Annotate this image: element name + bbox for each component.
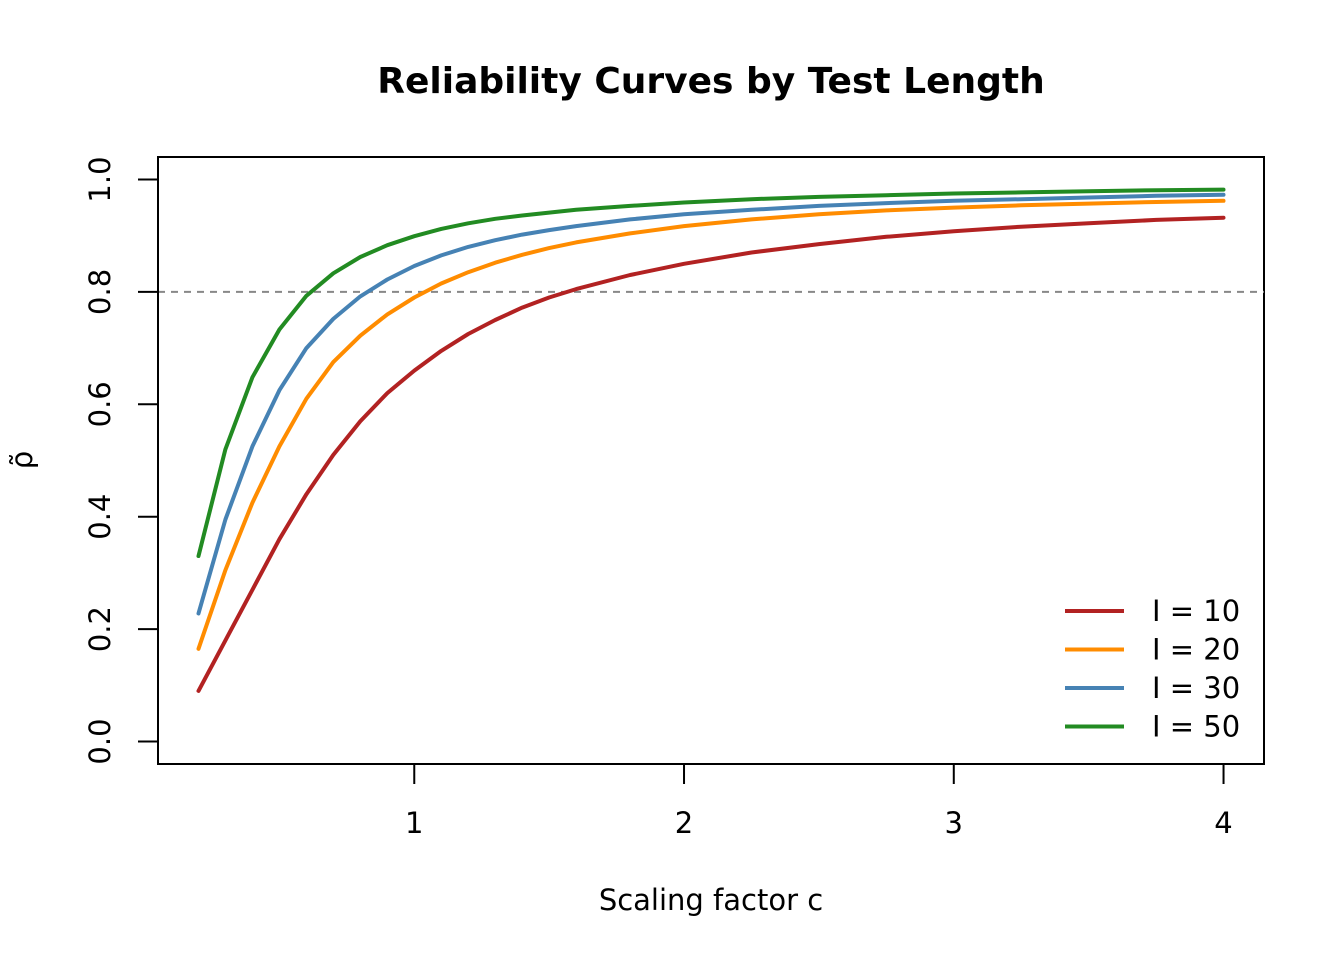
x-tick-label: 3 bbox=[945, 806, 963, 840]
legend: I = 10 I = 20 I = 30 I = 50 bbox=[1065, 594, 1240, 744]
y-axis-label: ρ̃ bbox=[5, 451, 39, 469]
y-tick-label: 0.2 bbox=[83, 606, 117, 652]
series-line-3 bbox=[196, 187, 1226, 558]
legend-label-0: I = 10 bbox=[1152, 594, 1240, 628]
legend-label-1: I = 20 bbox=[1152, 633, 1240, 667]
series-line-1 bbox=[196, 198, 1226, 651]
legend-label-3: I = 50 bbox=[1152, 710, 1240, 744]
x-tick-label: 4 bbox=[1214, 806, 1232, 840]
y-tick-label: 0.0 bbox=[83, 718, 117, 764]
y-tick-label: 0.8 bbox=[83, 269, 117, 315]
y-tick-label: 0.6 bbox=[83, 381, 117, 427]
x-tick-label: 2 bbox=[675, 806, 693, 840]
series-line-0 bbox=[196, 215, 1226, 693]
x-axis-label: Scaling factor c bbox=[599, 883, 823, 917]
y-tick-label: 1.0 bbox=[83, 156, 117, 202]
y-axis: 0.0 0.2 0.4 0.6 0.8 1.0 bbox=[83, 156, 159, 765]
series-line-2 bbox=[196, 192, 1226, 616]
x-axis: 1 2 3 4 bbox=[405, 763, 1233, 840]
y-tick-label: 0.4 bbox=[83, 494, 117, 540]
x-tick-label: 1 bbox=[405, 806, 423, 840]
legend-label-2: I = 30 bbox=[1152, 671, 1240, 705]
series-layer bbox=[196, 187, 1226, 693]
plot-frame bbox=[157, 156, 1265, 765]
chart-title: Reliability Curves by Test Length bbox=[377, 61, 1044, 102]
